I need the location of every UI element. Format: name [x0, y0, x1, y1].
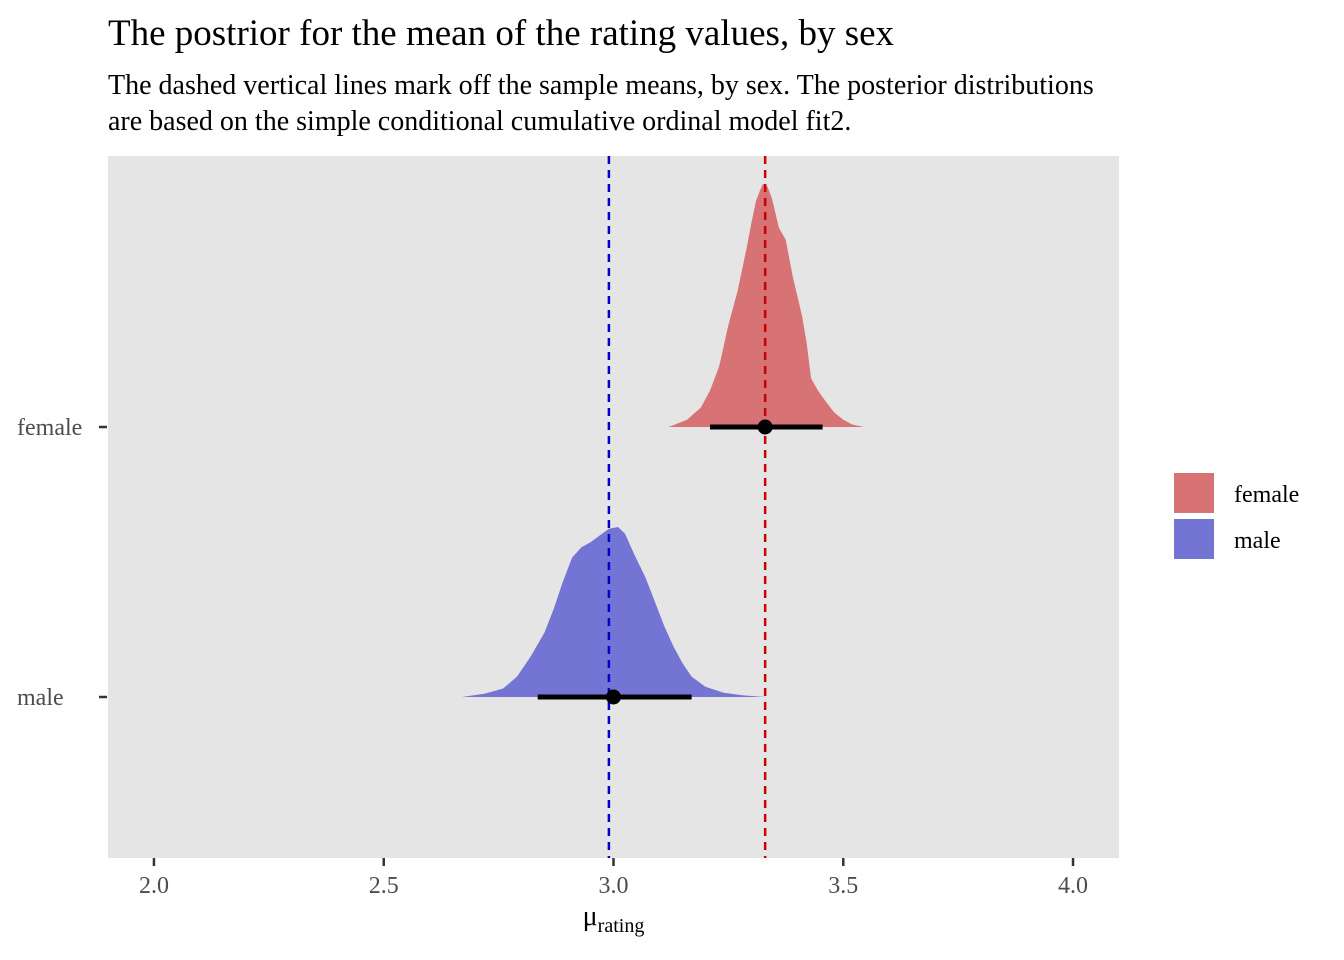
x-tick-label-3.0: 3.0: [599, 873, 629, 899]
chart-subtitle-line-2: are based on the simple conditional cumu…: [108, 106, 852, 137]
legend-key-female: [1172, 471, 1216, 515]
density-female: [668, 184, 864, 427]
x-tick-label-2.5: 2.5: [369, 873, 399, 899]
x-tick-label-3.5: 3.5: [828, 873, 858, 899]
median-point-female: [757, 419, 773, 435]
chart-subtitle-line-1: The dashed vertical lines mark off the s…: [108, 70, 1094, 101]
y-tick-label-female: female: [17, 415, 82, 441]
x-tick-label-4.0: 4.0: [1058, 873, 1088, 899]
median-point-male: [606, 689, 621, 705]
x-axis-title-symbol: μ: [583, 901, 598, 932]
legend-label-female: female: [1234, 482, 1299, 508]
x-axis-title-subscript: rating: [598, 915, 645, 937]
density-male: [461, 527, 766, 697]
x-tick-label-2.0: 2.0: [139, 873, 169, 899]
plot-panel: [108, 156, 1119, 858]
legend-label-male: male: [1234, 528, 1281, 554]
legend-key-male: [1172, 517, 1216, 561]
y-tick-label-male: male: [17, 685, 64, 711]
chart-subtitle: The dashed vertical lines mark off the s…: [108, 68, 1338, 140]
x-axis-title: μrating: [583, 901, 645, 937]
chart-title: The postrior for the mean of the rating …: [108, 13, 895, 54]
